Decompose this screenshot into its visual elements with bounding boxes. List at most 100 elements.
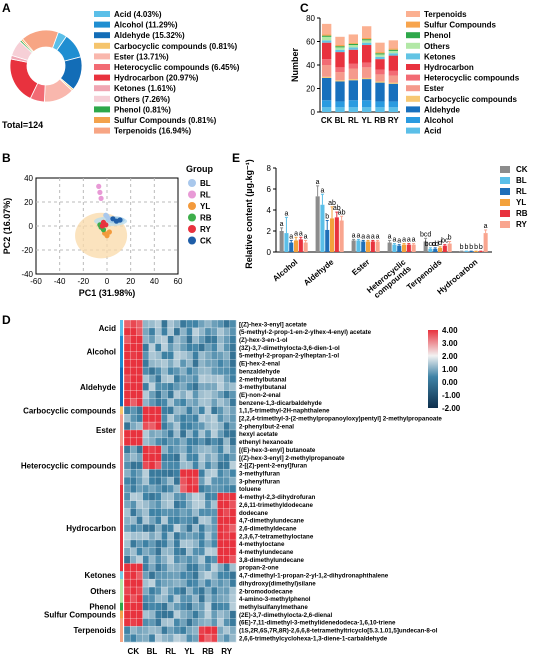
d-cell-20-5: [155, 477, 162, 486]
d-cell-21-13: [204, 484, 212, 493]
d-cell-17-16: [223, 453, 230, 462]
e-bar-0-4: [298, 239, 303, 252]
d-cell-23-5: [155, 500, 162, 509]
d-cell-1-16: [223, 327, 230, 336]
d-cell-6-11: [192, 367, 199, 376]
b-x-tick-label-1: -40: [54, 277, 66, 286]
d-cell-13-4: [148, 422, 156, 431]
d-cell-1-17: [229, 327, 237, 336]
d-cell-17-6: [161, 453, 168, 462]
d-cell-26-8: [173, 524, 181, 533]
c-legend-swatch-10: [406, 117, 420, 123]
d-cell-18-14: [211, 461, 218, 470]
e-bar-1-3: [330, 218, 335, 252]
d-cell-24-9: [180, 508, 187, 517]
d-cell-26-6: [161, 524, 168, 533]
d-cell-10-10: [186, 398, 193, 407]
e-letter-0-4: a: [299, 230, 303, 237]
d-cell-12-15: [217, 414, 224, 423]
d-cell-14-13: [204, 429, 212, 439]
d-cell-17-0: [124, 453, 131, 462]
b-legend-marker-0: [188, 179, 196, 187]
d-cell-9-13: [204, 390, 212, 399]
d-cell-19-3: [142, 469, 150, 478]
d-cell-18-7: [167, 461, 174, 470]
e-letter-4-3: d: [438, 240, 442, 247]
e-legend-swatch-3: [500, 199, 510, 206]
d-cell-32-10: [186, 571, 193, 580]
d-cell-18-6: [161, 461, 168, 470]
d-cell-0-12: [198, 320, 206, 329]
d-cell-5-11: [192, 359, 199, 368]
c-bar-1-10: [335, 45, 345, 47]
d-cell-35-8: [173, 594, 181, 603]
d-cell-18-8: [173, 461, 181, 470]
d-cell-13-6: [161, 422, 168, 431]
d-cell-24-6: [161, 508, 168, 517]
d-cell-2-16: [223, 335, 230, 344]
d-cell-0-1: [130, 320, 137, 329]
c-x-tick-label-5: RY: [388, 116, 399, 125]
d-cell-31-2: [136, 563, 143, 572]
d-cell-21-8: [173, 484, 181, 493]
d-cell-8-9: [180, 382, 187, 391]
d-cell-6-2: [136, 367, 143, 376]
b-point-CK-2: [117, 217, 123, 223]
d-cell-40-0: [124, 634, 131, 643]
d-cell-36-15: [217, 602, 224, 611]
d-cell-8-13: [204, 382, 212, 391]
d-cell-26-11: [192, 524, 199, 533]
d-cell-22-3: [142, 492, 150, 501]
d-cell-4-10: [186, 351, 193, 360]
d-cell-24-15: [217, 508, 224, 517]
d-cell-2-15: [217, 335, 224, 344]
d-cell-8-16: [223, 382, 230, 391]
e-letter-2-2: a: [361, 233, 365, 240]
d-row-label-10: benzene-1,3-dicarbaldehyde: [239, 400, 322, 407]
d-cell-5-12: [198, 359, 206, 368]
d-cell-29-17: [229, 547, 237, 556]
d-cell-24-13: [204, 508, 212, 517]
d-cell-4-3: [142, 351, 150, 360]
d-cell-40-10: [186, 634, 193, 643]
d-cell-22-13: [204, 492, 212, 501]
d-cell-34-16: [223, 587, 230, 596]
d-cell-15-13: [204, 437, 212, 446]
c-bar-2-2: [348, 80, 358, 101]
b-legend-label-0: BL: [200, 179, 211, 188]
d-cell-35-9: [180, 594, 187, 603]
d-cell-29-9: [180, 547, 187, 556]
d-cell-22-10: [186, 492, 193, 501]
e-legend-label-1: BL: [516, 176, 527, 185]
d-cell-16-0: [124, 445, 131, 454]
d-cell-27-12: [198, 532, 206, 541]
d-cell-8-15: [217, 382, 224, 391]
d-cell-18-3: [142, 461, 150, 470]
d-row-label-14: hexyl acetate: [239, 431, 278, 438]
d-col-label-5: RY: [221, 647, 232, 656]
d-cell-36-2: [136, 602, 143, 611]
b-y-axis-label: PC2 (16.07%): [2, 198, 12, 255]
d-cell-33-2: [136, 579, 143, 588]
c-bar-2-6: [348, 49, 358, 64]
d-cell-5-10: [186, 359, 193, 368]
d-cell-21-7: [167, 484, 174, 493]
c-legend-swatch-6: [406, 74, 420, 81]
d-cell-5-5: [155, 359, 162, 368]
e-letter-5-3: b: [474, 244, 478, 251]
d-cell-16-10: [186, 445, 193, 454]
d-row-label-23: 2,6,11-trimethyldodecane: [239, 502, 313, 509]
c-bar-1-8: [335, 47, 345, 50]
d-cell-10-6: [161, 398, 168, 407]
d-cell-11-14: [211, 406, 218, 415]
d-cell-35-12: [198, 594, 206, 603]
d-row-label-35: 4-amino-3-methylphenol: [239, 596, 311, 603]
d-cell-17-9: [180, 453, 187, 462]
d-cell-31-12: [198, 563, 206, 572]
d-cell-32-11: [192, 571, 199, 580]
d-cell-2-13: [204, 335, 212, 344]
c-y-tick-label-1: 20: [306, 85, 315, 94]
d-cell-27-4: [148, 532, 156, 541]
d-cell-6-5: [155, 367, 162, 376]
d-cell-31-9: [180, 563, 187, 572]
